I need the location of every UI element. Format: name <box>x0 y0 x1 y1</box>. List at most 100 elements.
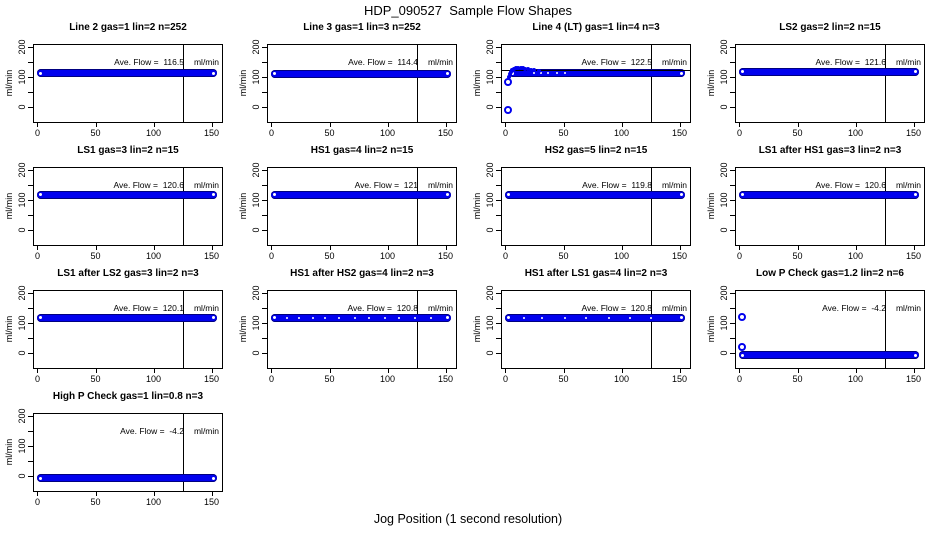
y-tick-mark <box>28 415 33 417</box>
subplot: Line 4 (LT) gas=1 lin=4 n=3 ml/min Ave. … <box>468 14 702 138</box>
x-tick-label: 150 <box>204 128 220 138</box>
x-tick-mark <box>797 246 799 250</box>
flow-data-band <box>271 313 451 322</box>
band-gap-dot <box>628 316 631 319</box>
x-tick-label: 100 <box>380 128 396 138</box>
x-tick-label: 100 <box>614 128 630 138</box>
ave-flow-text: Ave. Flow = 119.8 <box>582 179 652 190</box>
x-tick-label: 150 <box>906 251 922 261</box>
ave-flow-unit: ml/min <box>661 179 687 190</box>
y-tick-label: 100 <box>251 315 261 331</box>
y-tick-mark <box>28 91 33 93</box>
band-gap-dot <box>324 316 327 319</box>
x-tick-mark <box>913 369 915 373</box>
band-end-open-circle <box>39 476 43 480</box>
x-tick-label: 0 <box>34 374 40 384</box>
y-tick-mark <box>262 307 267 309</box>
y-tick-mark <box>262 337 267 339</box>
x-tick-mark <box>913 246 915 250</box>
y-tick-label: 0 <box>485 104 495 110</box>
band-end-open-circle <box>39 71 43 75</box>
x-tick-label: 0 <box>502 128 508 138</box>
x-tick-label: 50 <box>324 128 335 138</box>
x-tick-mark <box>387 369 389 373</box>
subplot-title: LS2 gas=2 lin=2 n=15 <box>779 22 881 33</box>
ave-flow-annotation: Ave. Flow = 114.4 ml/min <box>348 57 453 67</box>
subplot-title: High P Check gas=1 lin=0.8 n=3 <box>52 391 204 402</box>
x-tick-label: 50 <box>558 251 569 261</box>
band-end-open-circle <box>507 193 511 197</box>
y-tick-label: 100 <box>17 315 27 331</box>
subplot: Line 3 gas=1 lin=3 n=252 ml/min Ave. Flo… <box>234 14 468 138</box>
subplot-title: HS1 gas=4 lin=2 n=15 <box>310 145 414 156</box>
y-tick-label: 0 <box>17 473 27 479</box>
x-tick-label: 0 <box>268 128 274 138</box>
x-tick-mark <box>621 246 623 250</box>
y-axis-label: ml/min <box>4 69 14 96</box>
y-tick-mark <box>28 322 33 324</box>
y-tick-mark <box>496 322 501 324</box>
band-gap-dot <box>312 316 315 319</box>
subplot: LS2 gas=2 lin=2 n=15 ml/min Ave. Flow = … <box>702 14 936 138</box>
y-axis-label: ml/min <box>472 192 482 219</box>
y-axis-label: ml/min <box>706 315 716 342</box>
x-tick-label: 100 <box>848 128 864 138</box>
x-tick-label: 50 <box>324 374 335 384</box>
y-axis-label: ml/min <box>706 69 716 96</box>
x-tick-mark <box>95 246 97 250</box>
y-tick-mark <box>730 199 735 201</box>
band-gap-dot <box>584 316 587 319</box>
ave-flow-text: Ave. Flow = -4.2 <box>822 302 886 313</box>
ave-flow-text: Ave. Flow = -4.2 <box>120 425 184 436</box>
ave-flow-text: Ave. Flow = 121.6 <box>815 56 886 67</box>
subplot-title: HS1 after LS1 gas=4 lin=2 n=3 <box>524 268 668 279</box>
x-tick-label: 150 <box>438 251 454 261</box>
y-tick-mark <box>496 307 501 309</box>
flow-data-band <box>739 351 919 360</box>
x-tick-mark <box>679 369 681 373</box>
subplot-title: LS1 gas=3 lin=2 n=15 <box>77 145 179 156</box>
flow-data-band <box>505 190 685 199</box>
band-end-open-circle <box>741 353 745 357</box>
y-tick-mark <box>28 337 33 339</box>
subplot: HS1 after HS2 gas=4 lin=2 n=3 ml/min Ave… <box>234 260 468 384</box>
y-tick-mark <box>496 184 501 186</box>
x-tick-mark <box>621 369 623 373</box>
x-tick-mark <box>387 123 389 127</box>
x-tick-mark <box>679 246 681 250</box>
y-tick-mark <box>496 214 501 216</box>
vertical-reference-line <box>182 414 184 491</box>
y-tick-mark <box>496 352 501 354</box>
subplot-title: Low P Check gas=1.2 lin=2 n=6 <box>756 268 904 279</box>
band-end-open-circle <box>211 316 215 320</box>
y-axis-label: ml/min <box>238 69 248 96</box>
x-tick-label: 100 <box>146 251 162 261</box>
ave-flow-unit: ml/min <box>895 179 921 190</box>
plot-area: Ave. Flow = 120.1 ml/min <box>33 290 223 369</box>
data-point <box>511 67 516 72</box>
y-tick-mark <box>730 76 735 78</box>
x-tick-mark <box>95 123 97 127</box>
x-tick-mark <box>505 369 507 373</box>
plot-area: Ave. Flow = 120.8 ml/min <box>267 290 457 369</box>
x-tick-mark <box>739 369 741 373</box>
x-tick-mark <box>271 123 273 127</box>
ave-flow-annotation: Ave. Flow = 120.8 ml/min <box>581 303 687 313</box>
band-gap-dot <box>285 316 288 319</box>
subplot: LS1 after HS1 gas=3 lin=2 n=3 ml/min Ave… <box>702 137 936 261</box>
y-tick-mark <box>28 199 33 201</box>
ave-flow-annotation: Ave. Flow = 116.5 ml/min <box>114 57 219 67</box>
x-tick-label: 50 <box>90 374 101 384</box>
x-tick-label: 50 <box>90 497 101 507</box>
band-gap-dot <box>564 72 567 75</box>
x-tick-label: 150 <box>906 374 922 384</box>
y-tick-label: 200 <box>251 39 261 55</box>
x-axis-caption: Jog Position (1 second resolution) <box>373 512 563 526</box>
y-tick-label: 0 <box>17 104 27 110</box>
y-tick-label: 200 <box>719 162 729 178</box>
x-tick-mark <box>153 246 155 250</box>
x-tick-label: 100 <box>380 374 396 384</box>
vertical-reference-line <box>416 291 418 368</box>
band-end-open-circle <box>39 316 43 320</box>
